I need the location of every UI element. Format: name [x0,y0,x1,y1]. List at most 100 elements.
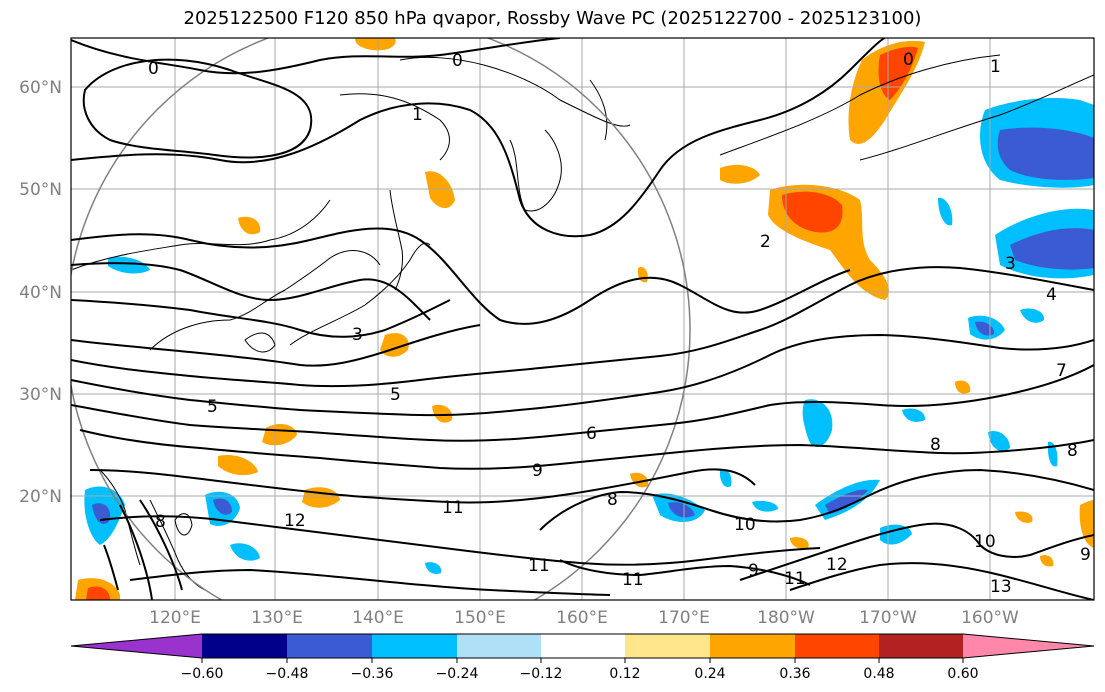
colorbar-segment [625,634,710,658]
positive-anomaly [355,38,396,51]
contour-label: 11 [784,569,806,589]
anomaly-shading [75,38,1094,600]
positive-anomaly [218,454,258,476]
contour-label: 4 [1046,285,1057,305]
lat-tick-label: 60°N [19,78,62,98]
negative-anomaly [230,543,260,561]
lon-tick-label: 160°W [961,608,1019,628]
map-title: 2025122500 F120 850 hPa qvapor, Rossby W… [183,8,922,29]
contour-label: 10 [734,515,756,535]
colorbar-tick-label: −0.24 [436,666,479,682]
contour-label: 11 [622,570,644,590]
contour-label: 0 [903,50,914,70]
negative-anomaly [425,562,442,574]
colorbar-tick-label: 0.60 [947,666,978,682]
lon-tick-label: 140°E [352,608,404,628]
colorbar-segment [202,634,287,658]
contour-label: 6 [586,424,597,444]
rossby-region-circle [71,38,691,600]
colorbar-segment [879,634,963,658]
contour-label: 8 [607,490,618,510]
colorbar-segment [710,634,795,658]
contour-label: 9 [748,561,759,581]
contour-label: 8 [1067,441,1078,461]
colorbar-segment [457,634,541,658]
graticule [71,38,1094,600]
contour-label: 9 [532,461,543,481]
contour-label: 13 [990,577,1012,597]
colorbar-segment [287,634,372,658]
positive-anomaly [238,216,261,235]
contour-label: 1 [412,105,423,125]
contour-label: 7 [1056,361,1067,381]
negative-anomaly [108,256,150,274]
negative-anomaly [719,469,732,488]
negative-anomaly [1020,308,1045,323]
positive-anomaly [720,164,760,184]
colorbar-segment [963,634,1094,658]
negative-anomaly [975,321,995,336]
lon-tick-label: 130°E [251,608,303,628]
colorbar-tick-label: −0.60 [181,666,224,682]
latitude-labels: 60°N 50°N 40°N 30°N 20°N [19,78,62,507]
contour-label: 12 [826,555,848,575]
map-frame [70,37,1095,601]
contour-label: 10 [974,532,996,552]
positive-anomaly [955,380,971,394]
contour-label: 5 [390,385,401,405]
lon-tick-label: 120°E [149,608,201,628]
colorbar-tick-label: −0.12 [520,666,563,682]
negative-anomaly [802,399,833,448]
contour-label: 12 [284,511,306,531]
negative-anomaly [1010,228,1094,270]
lon-tick-label: 150°E [454,608,506,628]
colorbar-tick-label: 0.48 [863,666,894,682]
contour-label: 2 [760,232,771,252]
colorbar-segment [795,634,879,658]
contour-label: 11 [528,556,550,576]
colorbar-tick-label: −0.36 [351,666,394,682]
contour-label: 0 [148,59,159,79]
colorbar-segment [372,634,457,658]
lon-tick-label: 160°E [556,608,608,628]
positive-anomaly [1040,555,1054,567]
map-area: 0 0 0 1 1 2 3 3 4 5 5 6 7 8 8 8 8 9 9 9 … [71,38,1094,600]
lon-tick-label: 170°E [658,608,710,628]
negative-anomaly [988,430,1010,452]
lon-tick-label: 170°W [859,608,917,628]
positive-anomaly [425,171,455,209]
contour-label: 8 [930,435,941,455]
colorbar-tick-label: 0.36 [779,666,810,682]
negative-anomaly [997,127,1094,180]
contour-labels: 0 0 0 1 1 2 3 3 4 5 5 6 7 8 8 8 8 9 9 9 … [148,50,1091,597]
lat-tick-label: 50°N [19,180,62,200]
colorbar-tick-label: 0.24 [694,666,725,682]
colorbar-segment [71,634,202,658]
negative-anomaly [752,500,778,512]
contour-label: 3 [352,325,363,345]
positive-anomaly [782,191,843,233]
colorbar-tick-label: 0.12 [609,666,640,682]
contour-label: 1 [990,57,1001,77]
contour-label: 11 [442,498,464,518]
positive-anomaly [432,404,453,423]
contour-label: 8 [155,512,166,532]
qvapor-contours [71,38,1094,600]
lat-tick-label: 30°N [19,385,62,405]
negative-anomaly [213,498,232,515]
contour-label: 9 [1080,545,1091,565]
lat-tick-label: 20°N [19,487,62,507]
contour-label: 5 [207,397,218,417]
positive-anomaly [86,586,110,600]
negative-anomaly [668,502,695,518]
negative-anomaly [938,197,953,226]
contour-label: 0 [452,51,463,71]
lon-tick-label: 180°W [757,608,815,628]
colorbar-tick-label: −0.48 [266,666,309,682]
positive-anomaly [1015,511,1033,523]
colorbar: −0.60 −0.48 −0.36 −0.24 −0.12 0.12 0.24 … [70,633,1095,682]
negative-anomaly [1047,441,1058,467]
negative-anomaly [902,408,926,422]
positive-anomaly [790,537,809,549]
